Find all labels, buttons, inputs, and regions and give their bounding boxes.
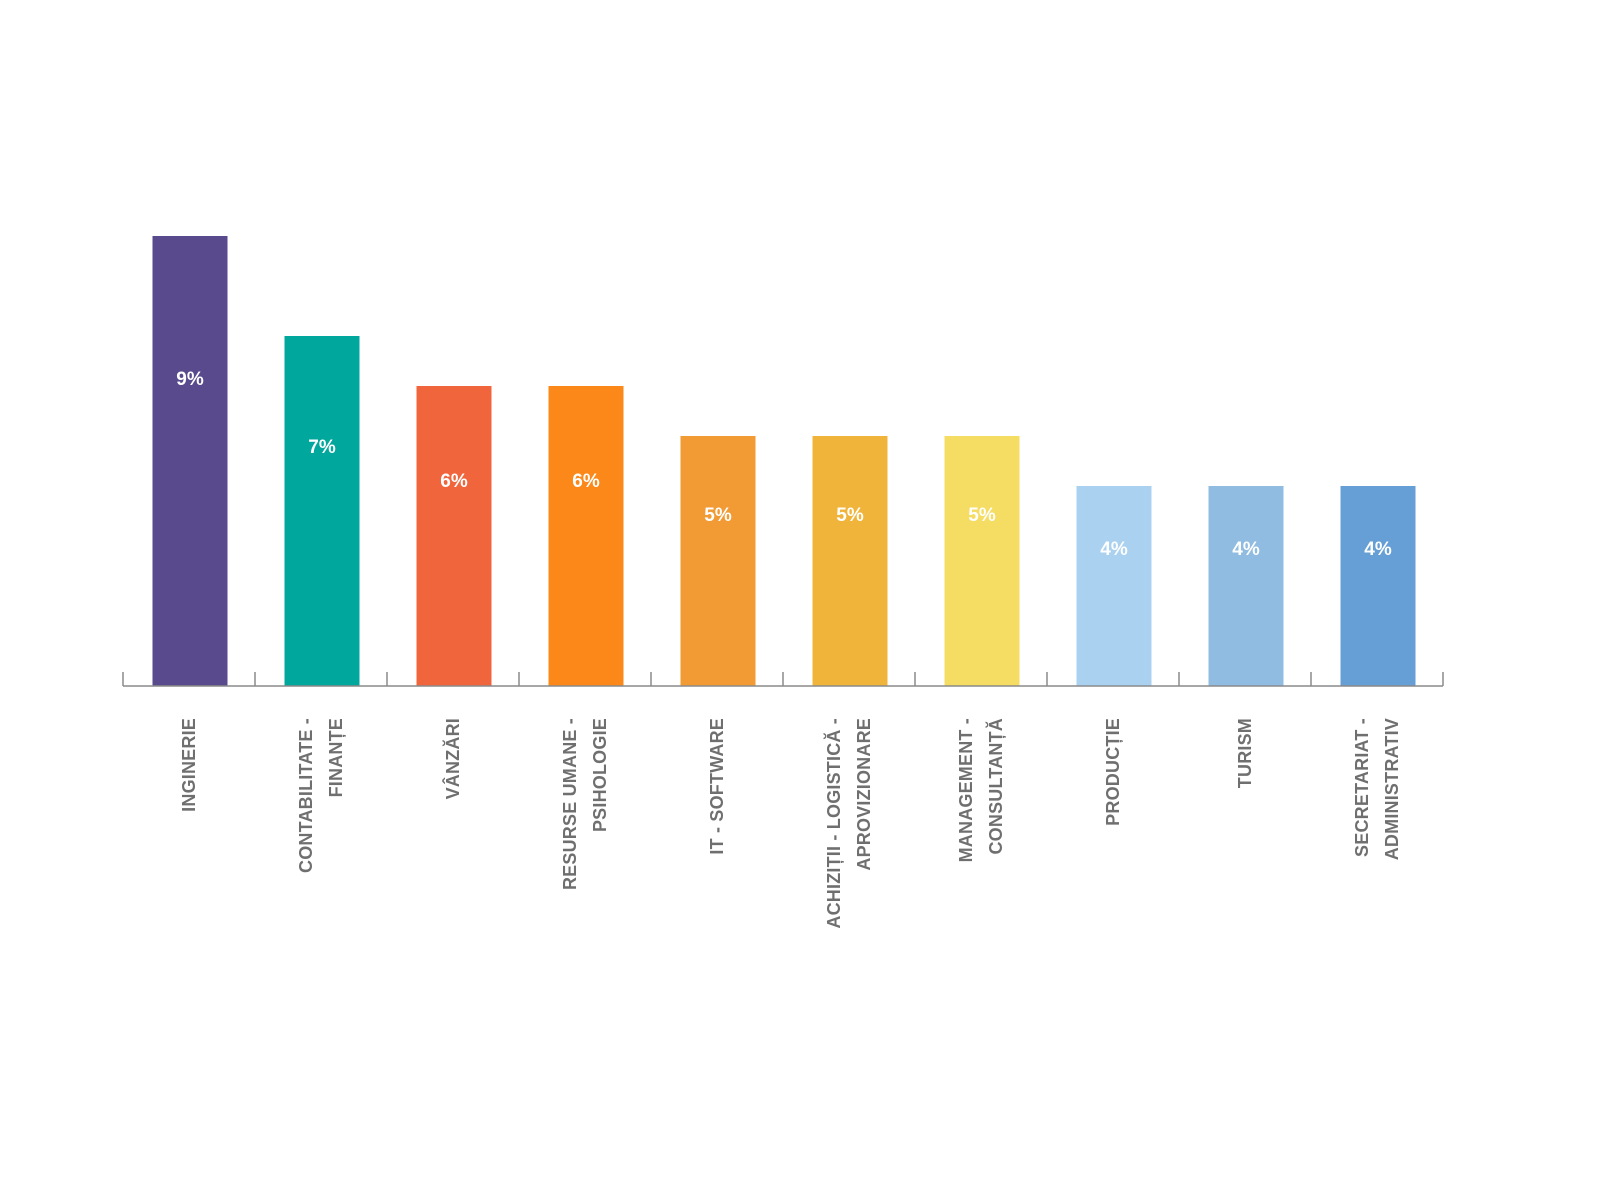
category-label: TURISM (1235, 718, 1255, 788)
category-label-line: PRODUCȚIE (1103, 718, 1123, 826)
category-label: IT - SOFTWARE (707, 718, 727, 855)
category-label-line: APROVIZIONARE (854, 718, 874, 871)
bar-value-label: 6% (440, 471, 468, 492)
category-label: PRODUCȚIE (1103, 718, 1123, 826)
bar (1208, 486, 1284, 686)
category-label: RESURSE UMANE - PSIHOLOGIE (560, 718, 610, 890)
category-labels-group: INGINERIE CONTABILITATE - FINANȚE VÂNZĂRI RE… (179, 718, 1402, 929)
bar-value-label: 7% (308, 437, 336, 458)
bar-value-label: 5% (836, 505, 864, 526)
category-label-line: ADMINISTRATIV (1382, 718, 1402, 860)
x-axis-ticks (122, 672, 1444, 686)
bar (1076, 486, 1152, 686)
category-label-line: IT - SOFTWARE (707, 718, 727, 855)
category-label-line: CONSULTANȚĂ (985, 718, 1006, 855)
bar (152, 236, 228, 686)
category-label-line: CONTABILITATE - (296, 718, 316, 873)
bar-value-label: 6% (572, 471, 600, 492)
category-label: ACHIZIȚII - LOGISTICĂ - APROVIZIONARE (823, 718, 874, 929)
category-label: VÂNZĂRI (442, 718, 463, 799)
bar-value-label: 5% (704, 505, 732, 526)
category-label-line: PSIHOLOGIE (590, 718, 610, 832)
category-label: INGINERIE (179, 718, 199, 812)
category-label: MANAGEMENT - CONSULTANȚĂ (956, 718, 1006, 862)
category-label: SECRETARIAT - ADMINISTRATIV (1352, 718, 1402, 860)
bar (548, 386, 624, 686)
bars-group (152, 236, 1416, 686)
bar-value-label: 5% (968, 505, 996, 526)
bar-value-label: 4% (1364, 539, 1392, 560)
bar (284, 336, 360, 686)
category-label-line: VÂNZĂRI (442, 718, 463, 799)
bar (812, 436, 888, 686)
bar-value-label: 9% (176, 369, 204, 390)
bar (944, 436, 1020, 686)
bar (416, 386, 492, 686)
bar (1340, 486, 1416, 686)
category-label-line: RESURSE UMANE - (560, 718, 580, 890)
category-label-line: INGINERIE (179, 718, 199, 812)
category-label-line: MANAGEMENT - (956, 718, 976, 862)
category-label-line: SECRETARIAT - (1352, 718, 1372, 857)
bar-value-label: 4% (1232, 539, 1260, 560)
bar (680, 436, 756, 686)
category-label: CONTABILITATE - FINANȚE (296, 718, 346, 873)
category-label-line: ACHIZIȚII - LOGISTICĂ - (823, 718, 844, 929)
bar-value-label: 4% (1100, 539, 1128, 560)
category-label-line: FINANȚE (326, 718, 346, 797)
category-label-line: TURISM (1235, 718, 1255, 788)
value-labels-group: 9% 7% 6% 6% 5% 5% 5% 4% 4% 4% (176, 369, 1392, 560)
